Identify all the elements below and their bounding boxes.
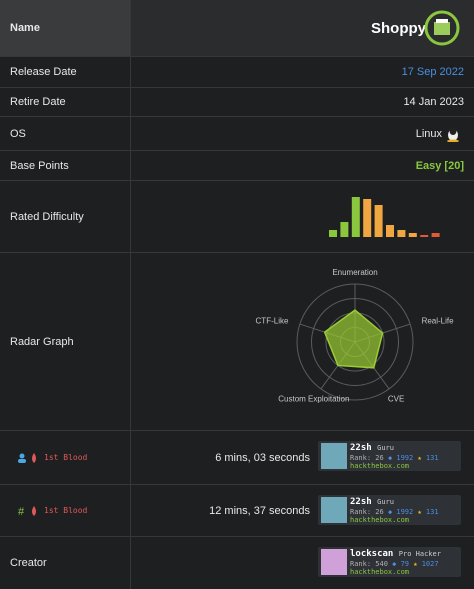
site: hackthebox.com	[350, 568, 410, 576]
avatar	[321, 549, 347, 575]
svg-text:#: #	[18, 506, 25, 516]
user-name: lockscan	[350, 549, 394, 559]
linux-icon	[447, 127, 459, 142]
row: Creator lockscan Pro Hacker Rank: 540 ◆ 7…	[0, 537, 474, 589]
row: Base Points Easy [20]	[0, 151, 474, 181]
user-name: 22sh	[350, 497, 372, 507]
radar-label: CVE	[388, 395, 404, 404]
blood-time: 6 mins, 03 seconds	[215, 451, 310, 464]
points: 131	[425, 454, 439, 462]
radar-area	[323, 309, 384, 369]
row-label: Creator	[0, 537, 131, 589]
difficulty-bar	[420, 235, 429, 237]
difficulty-bar	[386, 225, 394, 237]
user-name: lockscan Pro Hacker	[350, 549, 441, 559]
points: 1027	[421, 560, 439, 568]
row-label: Rated Difficulty	[0, 181, 131, 252]
difficulty-bar	[340, 222, 349, 237]
rank-title: Guru	[377, 444, 394, 452]
site: hackthebox.com	[350, 516, 410, 524]
machine-name: Shoppy	[371, 19, 426, 37]
avatar	[321, 443, 347, 469]
header-row: Name Shoppy	[0, 0, 474, 57]
blood-label: 1st Blood	[44, 453, 88, 462]
difficulty-bar	[374, 205, 383, 237]
user-card[interactable]: 22sh Guru Rank: 26 ◆ 1992 ★ 131 hackthebox…	[318, 441, 461, 471]
row-value: 17 Sep 2022	[401, 66, 464, 78]
respect: 79	[400, 560, 410, 568]
row-value: Easy [20]	[415, 159, 464, 172]
row-label: Radar Graph	[0, 253, 131, 430]
row: Release Date 17 Sep 2022	[0, 57, 474, 88]
row-label: 1st Blood	[0, 431, 131, 484]
rank: Rank: 26 ◆ 1992 ★ 131	[350, 508, 439, 516]
difficulty-bar	[329, 230, 337, 237]
difficulty-bar	[408, 233, 417, 237]
row-value: 14 Jan 2023	[403, 96, 464, 108]
difficulty-bar	[431, 233, 440, 237]
row: Rated Difficulty	[0, 181, 474, 253]
rank-title: Pro Hacker	[398, 550, 441, 558]
difficulty-bar	[397, 230, 406, 237]
difficulty-chart	[329, 197, 440, 237]
rank: Rank: 540 ◆ 79 ★ 1027	[350, 560, 439, 568]
difficulty-bar	[363, 199, 372, 237]
row: OS Linux	[0, 117, 474, 151]
radar-label: Real-Life	[422, 316, 455, 325]
radar-label: Custom Exploitation	[278, 395, 349, 404]
row: 1st Blood 6 mins, 03 seconds 22sh Guru Ra…	[0, 431, 474, 485]
rank: Rank: 540	[350, 560, 388, 568]
row-label: Retire Date	[0, 88, 131, 116]
row-label: Base Points	[0, 151, 131, 180]
radar-label: CTF-Like	[256, 316, 289, 325]
row-value: Linux	[415, 127, 442, 140]
row: Radar Graph Enumeration Real-Life CVE Custo…	[0, 253, 474, 431]
row: Retire Date 14 Jan 2023	[0, 88, 474, 117]
machine-avatar	[424, 10, 460, 46]
user-name: 22sh Guru	[350, 443, 394, 453]
avatar	[321, 497, 347, 523]
rank: Rank: 26	[350, 508, 384, 516]
user-card[interactable]: 22sh Guru Rank: 26 ◆ 1992 ★ 131 hackthebox…	[318, 495, 461, 525]
user-card[interactable]: lockscan Pro Hacker Rank: 540 ◆ 79 ★ 1027…	[318, 547, 461, 577]
user-name: 22sh	[350, 443, 372, 453]
row-label: Release Date	[0, 57, 131, 87]
user-name: 22sh Guru	[350, 497, 394, 507]
blood-time: 12 mins, 37 seconds	[209, 504, 310, 517]
radar-chart: Enumeration Real-Life CVE Custom Exploitati…	[256, 268, 455, 404]
radar-label: Enumeration	[332, 268, 377, 277]
blood-label: 1st Blood	[44, 506, 88, 515]
difficulty-bar	[351, 197, 360, 237]
row: #1st Blood 12 mins, 37 seconds 22sh Guru…	[0, 485, 474, 537]
header-label: Name	[0, 0, 131, 56]
blood-icons: #	[18, 505, 36, 516]
rank: Rank: 26 ◆ 1992 ★ 131	[350, 454, 439, 462]
row-label: #1st Blood	[0, 485, 131, 536]
rank: Rank: 26	[350, 454, 384, 462]
points: 131	[425, 508, 439, 516]
rank-title: Guru	[377, 498, 394, 506]
respect: 1992	[396, 454, 414, 462]
site: hackthebox.com	[350, 462, 410, 470]
respect: 1992	[396, 508, 414, 516]
row-label: OS	[0, 117, 131, 150]
blood-icons	[18, 452, 36, 463]
